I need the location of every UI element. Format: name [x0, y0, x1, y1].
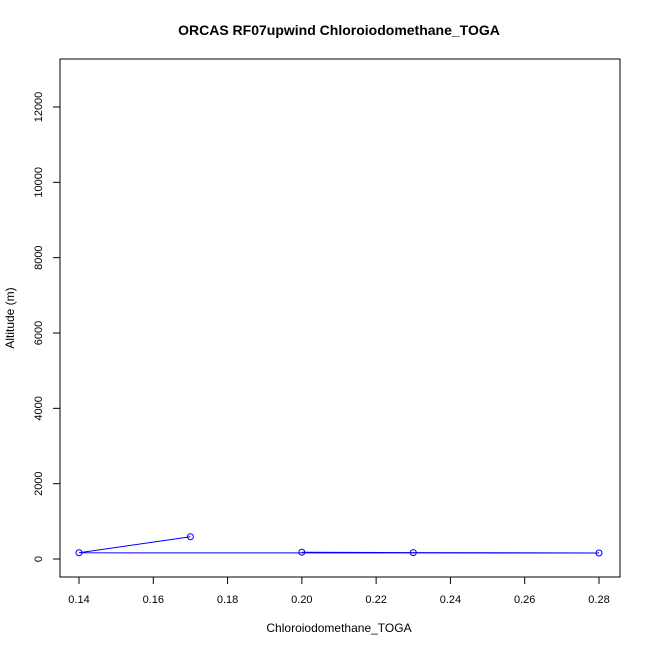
y-tick-label: 0	[33, 556, 45, 562]
series-layer	[75, 533, 603, 557]
data-point	[186, 533, 194, 541]
x-tick-label: 0.20	[291, 594, 312, 606]
y-tick-label: 8000	[33, 245, 45, 269]
data-point	[595, 549, 603, 557]
y-tick-label: 6000	[33, 321, 45, 345]
plot-frame	[59, 58, 621, 578]
x-tick-label: 0.26	[514, 594, 535, 606]
series-line	[78, 536, 600, 554]
y-tick-label: 2000	[33, 471, 45, 495]
y-axis: 0 2000 4000 6000 8000 10000 12000	[33, 92, 61, 562]
x-axis-label: Chloroiodomethane_TOGA	[266, 621, 411, 635]
x-tick-label: 0.28	[588, 594, 609, 606]
data-point	[75, 549, 83, 557]
x-tick-label: 0.16	[143, 594, 164, 606]
x-tick-label: 0.22	[365, 594, 386, 606]
y-tick-label: 4000	[33, 396, 45, 420]
data-point	[298, 548, 306, 556]
data-point	[409, 549, 417, 557]
x-tick-label: 0.14	[68, 594, 89, 606]
y-tick-label: 12000	[33, 92, 45, 123]
y-tick-label: 10000	[33, 167, 45, 198]
chart-title: ORCAS RF07upwind Chloroiodomethane_TOGA	[178, 22, 500, 38]
x-axis: 0.14 0.16 0.18 0.20 0.22 0.24 0.26 0.28	[68, 576, 610, 606]
y-axis-label: Altitude (m)	[3, 287, 17, 348]
x-tick-label: 0.18	[217, 594, 238, 606]
x-tick-label: 0.24	[440, 594, 461, 606]
